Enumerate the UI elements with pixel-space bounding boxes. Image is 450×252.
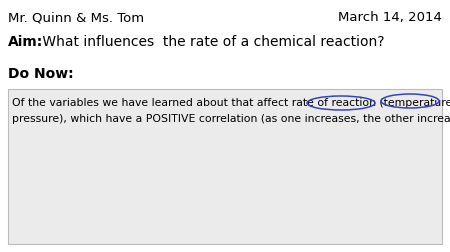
Text: pressure), which have a POSITIVE correlation (as one increases, the other increa: pressure), which have a POSITIVE correla… [12, 114, 450, 123]
FancyBboxPatch shape [8, 90, 442, 244]
Text: Do Now:: Do Now: [8, 67, 74, 81]
Text: Of the variables we have learned about that affect rate of reaction (temperature: Of the variables we have learned about t… [12, 98, 450, 108]
Text: March 14, 2014: March 14, 2014 [338, 11, 442, 24]
Text: What influences  the rate of a chemical reaction?: What influences the rate of a chemical r… [38, 35, 384, 49]
Text: Mr. Quinn & Ms. Tom: Mr. Quinn & Ms. Tom [8, 11, 144, 24]
Text: Aim:: Aim: [8, 35, 43, 49]
